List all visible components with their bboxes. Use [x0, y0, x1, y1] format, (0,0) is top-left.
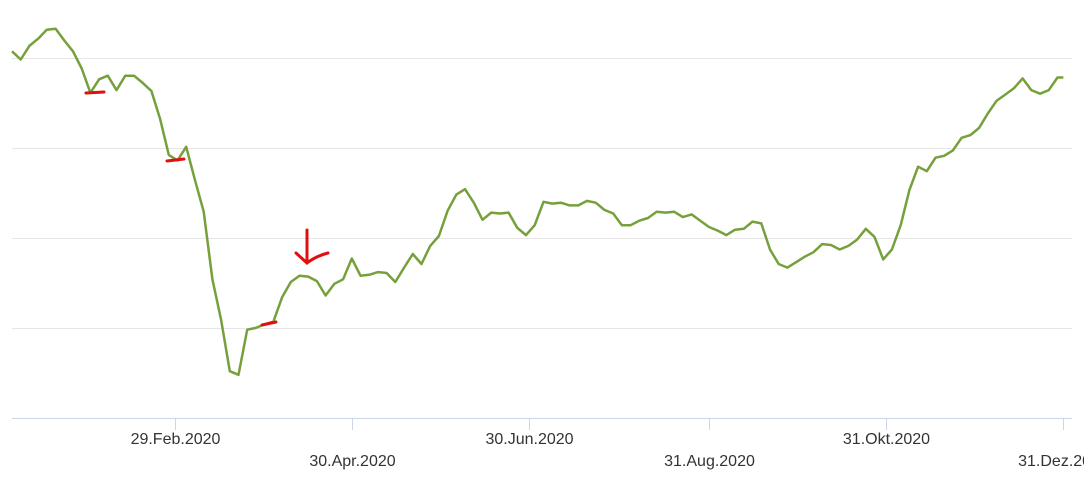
annotation-dash — [260, 320, 278, 327]
x-tick-label: 30.Apr.2020 — [309, 453, 395, 470]
annotation-dash — [165, 157, 186, 163]
x-tick-label: 31.Dez.2020 — [1018, 453, 1084, 470]
x-tick-label: 29.Feb.2020 — [131, 431, 221, 448]
x-tick-label: 30.Jun.2020 — [485, 431, 573, 448]
line — [11, 27, 1064, 377]
x-tick-label: 31.Okt.2020 — [843, 431, 930, 448]
x-tick-label: 31.Aug.2020 — [664, 453, 755, 470]
annotation-arrow — [294, 228, 330, 265]
annotation-dash — [84, 90, 106, 95]
hand-annotations — [84, 90, 330, 327]
